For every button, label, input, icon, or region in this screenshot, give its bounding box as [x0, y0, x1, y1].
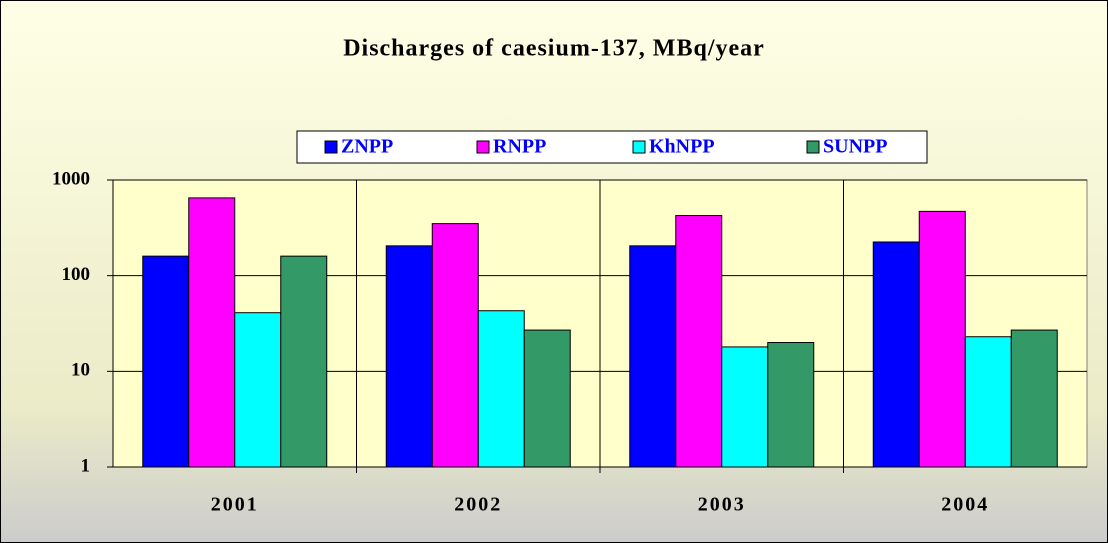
- legend-swatch: [632, 140, 646, 154]
- bar: [721, 346, 769, 468]
- x-tick-label: 2004: [941, 494, 989, 516]
- legend-label: ZNPP: [341, 136, 393, 158]
- bar: [675, 215, 723, 468]
- legend-label: RNPP: [493, 136, 546, 158]
- bar: [280, 255, 328, 468]
- bar: [477, 310, 525, 468]
- y-tick-label: 100: [62, 264, 91, 285]
- bar: [1010, 329, 1058, 468]
- bar: [629, 245, 677, 468]
- y-tick-label: 1: [81, 455, 91, 476]
- bar: [431, 223, 479, 468]
- bar: [188, 197, 236, 468]
- x-tick-label: 2003: [698, 494, 746, 516]
- bar: [142, 255, 190, 468]
- legend-swatch: [806, 140, 820, 154]
- bar: [234, 312, 282, 468]
- bar: [872, 241, 920, 468]
- y-tick-label: 1000: [52, 168, 90, 189]
- bar: [767, 342, 815, 468]
- bar: [385, 245, 433, 468]
- y-tick-label: 10: [71, 360, 90, 381]
- bar: [918, 210, 966, 468]
- x-tick-label: 2002: [454, 494, 502, 516]
- legend-swatch: [476, 140, 490, 154]
- bar: [523, 329, 571, 468]
- x-tick-label: 2001: [211, 494, 259, 516]
- bar: [964, 336, 1012, 468]
- legend-label: SUNPP: [823, 136, 887, 158]
- legend-label: KhNPP: [649, 136, 715, 158]
- chart-title: Discharges of caesium-137, MBq/year: [343, 36, 765, 62]
- legend: [296, 130, 928, 164]
- legend-swatch: [324, 140, 338, 154]
